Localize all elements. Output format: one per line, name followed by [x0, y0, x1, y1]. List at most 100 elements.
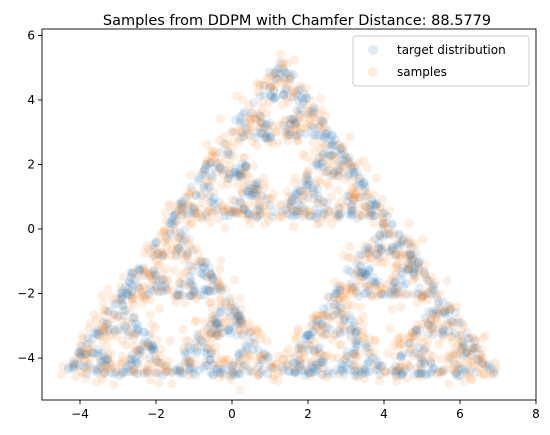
target-point [334, 157, 344, 167]
target-point [421, 369, 431, 379]
target-point [190, 370, 200, 380]
sample-point [309, 102, 319, 112]
sample-point [315, 177, 325, 187]
target-point [310, 346, 320, 356]
sample-point [125, 355, 135, 365]
sample-point [223, 147, 233, 157]
sample-point [196, 205, 206, 215]
target-point [206, 348, 216, 358]
target-point [374, 238, 384, 248]
sample-point [351, 288, 361, 298]
target-point [423, 319, 434, 329]
target-point [232, 171, 242, 181]
sample-point [223, 355, 233, 365]
target-point [185, 261, 195, 271]
sample-point [339, 323, 349, 333]
target-point [206, 319, 216, 329]
target-point [366, 207, 376, 217]
target-point [327, 137, 337, 147]
sample-point [262, 336, 272, 346]
target-point [418, 344, 429, 354]
target-point [225, 293, 235, 303]
sample-point [348, 176, 358, 186]
target-point [238, 127, 248, 137]
target-point [407, 256, 417, 266]
target-point [373, 365, 383, 375]
target-point [153, 249, 163, 259]
sample-point [162, 275, 172, 285]
sample-point [254, 81, 264, 91]
sample-point [354, 173, 364, 183]
sample-point [145, 269, 155, 279]
target-point [320, 129, 331, 140]
sample-point [80, 354, 90, 364]
sample-point [196, 188, 206, 199]
target-point [81, 339, 91, 349]
sample-point [278, 354, 288, 364]
target-point [217, 285, 227, 295]
target-point [181, 357, 191, 367]
target-point [248, 190, 258, 200]
target-point [396, 267, 406, 277]
target-point [332, 306, 342, 316]
sample-point [171, 297, 181, 307]
sample-point [140, 267, 150, 277]
sample-point [160, 237, 170, 247]
target-point [395, 366, 405, 376]
target-point [460, 365, 470, 375]
target-point [202, 349, 212, 359]
target-point [317, 357, 327, 367]
target-point [79, 349, 89, 359]
target-point [127, 354, 137, 365]
target-point [456, 364, 466, 374]
target-point [368, 276, 378, 286]
target-point [426, 359, 436, 369]
target-point [450, 328, 460, 338]
sample-point [198, 167, 208, 177]
target-point [264, 353, 274, 363]
sample-point [89, 309, 99, 319]
sample-point [372, 249, 382, 259]
target-point [262, 194, 272, 204]
sample-point [341, 354, 351, 364]
sample-point [251, 197, 261, 207]
sample-point [184, 190, 194, 200]
target-point [285, 130, 295, 140]
sample-point [91, 377, 102, 387]
sample-point [253, 87, 263, 97]
sample-point [362, 163, 372, 173]
target-point [224, 173, 234, 183]
target-point [175, 369, 185, 379]
target-point [206, 197, 216, 207]
target-point [206, 269, 216, 279]
sample-point [382, 279, 392, 289]
sample-point [317, 369, 327, 379]
sample-point [189, 202, 199, 212]
sample-point [244, 101, 254, 111]
target-point [420, 313, 430, 323]
sample-point [342, 154, 352, 164]
sample-point [127, 294, 138, 304]
target-point [358, 178, 368, 188]
target-point [266, 131, 276, 141]
sample-point [250, 188, 260, 198]
target-point [414, 263, 424, 273]
sample-point [480, 330, 490, 341]
target-point [337, 145, 347, 155]
sample-point [387, 288, 397, 298]
target-point [269, 69, 279, 79]
target-point [202, 160, 212, 170]
target-point [413, 368, 423, 378]
target-point [229, 204, 239, 214]
target-point [212, 158, 222, 168]
target-point [199, 347, 210, 357]
sample-point [403, 264, 413, 274]
sample-point [292, 206, 302, 217]
sample-point [393, 258, 403, 268]
target-point [267, 91, 277, 102]
target-point [312, 198, 322, 208]
target-point [244, 327, 254, 337]
target-point [239, 132, 249, 142]
target-point [296, 84, 306, 94]
target-point [196, 190, 207, 201]
